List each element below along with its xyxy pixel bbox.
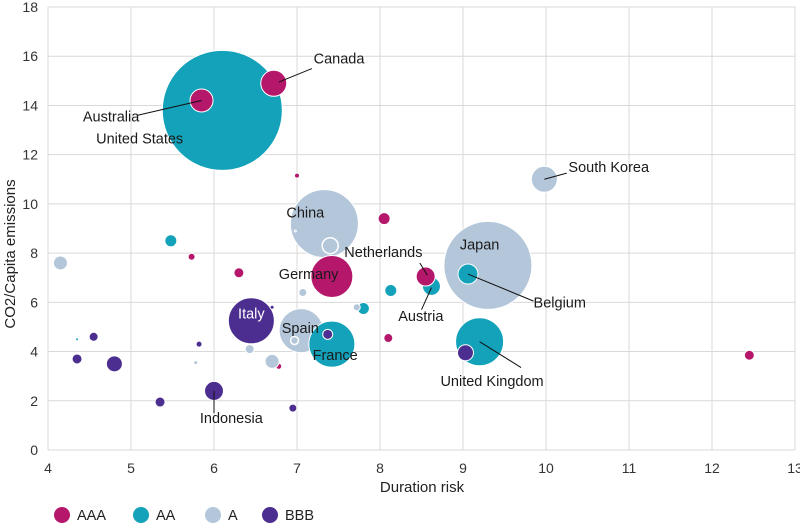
- bubble-bbb: [71, 353, 83, 365]
- bubble-label: Italy: [238, 306, 265, 322]
- bubble-aa: [308, 320, 356, 368]
- x-tick-label: 12: [704, 460, 720, 476]
- bubble-label: Japan: [460, 237, 500, 253]
- leader-line: [544, 172, 567, 180]
- y-tick-label: 4: [30, 344, 38, 360]
- y-tick-label: 18: [22, 0, 38, 15]
- legend-label: BBB: [285, 508, 314, 524]
- y-tick-labels: 0 2 4 6 8 10 12 14 16 18: [22, 0, 38, 458]
- bubble-labels: Canada Australia United States South Korea C…: [83, 52, 650, 427]
- bubble-label: Spain: [282, 321, 319, 337]
- bubble-bbb: [154, 396, 166, 408]
- legend-swatch-aa: [133, 507, 149, 523]
- bubble-a: [264, 353, 280, 369]
- bubble-label: Austria: [398, 309, 444, 325]
- bubble-bbb: [195, 340, 203, 348]
- bubble-aaa: [415, 266, 436, 287]
- y-tick-label: 14: [22, 97, 38, 113]
- bubble-label: Netherlands: [344, 245, 422, 261]
- legend-swatch-a: [205, 507, 221, 523]
- bubble-label: France: [313, 348, 358, 364]
- leader-line: [479, 341, 522, 368]
- legend-label: AA: [156, 508, 176, 524]
- bubble-a: [293, 229, 297, 233]
- bubble-aaa: [377, 212, 391, 226]
- bubble-aaa: [743, 349, 755, 361]
- bubble-label: United States: [96, 132, 183, 148]
- y-tick-label: 8: [30, 245, 38, 261]
- y-tick-label: 2: [30, 393, 38, 409]
- bubble-bbb: [227, 297, 275, 345]
- y-tick-label: 6: [30, 294, 38, 310]
- label-leader-lines: [137, 68, 567, 414]
- bubble-a: [193, 360, 199, 366]
- y-tick-label: 16: [22, 48, 38, 64]
- legend-swatch-bbb: [262, 507, 278, 523]
- bubble-aaa: [294, 172, 300, 179]
- leader-line: [421, 287, 432, 310]
- bubble-aaa: [187, 252, 196, 261]
- bubble-bbb: [105, 355, 123, 373]
- bubble-label: United Kingdom: [440, 374, 543, 390]
- bubble-aa: [384, 284, 398, 298]
- y-axis-title: CO2/Capita emissions: [2, 179, 19, 328]
- leader-line: [419, 262, 428, 276]
- x-tick-labels: 4 5 6 7 8 9 10 11 12 13: [44, 460, 800, 476]
- bubble-aaa: [233, 267, 245, 279]
- bubble-bbb: [288, 403, 298, 413]
- x-tick-label: 10: [538, 460, 554, 476]
- y-tick-label: 10: [22, 196, 38, 212]
- bubble-label: Canada: [314, 52, 366, 68]
- x-tick-label: 11: [622, 460, 637, 476]
- leader-line: [278, 68, 313, 83]
- bubble-a: [298, 287, 308, 297]
- bubble-label: Germany: [279, 267, 339, 283]
- grid-lines: [47, 6, 796, 451]
- bubble-aa: [75, 337, 80, 342]
- bubbles: [52, 49, 755, 413]
- bubble-aaa: [260, 69, 288, 97]
- x-tick-label: 7: [293, 460, 301, 476]
- x-axis-title: Duration risk: [380, 479, 465, 496]
- bubble-a: [289, 335, 300, 346]
- bubble-bbb: [456, 344, 474, 362]
- bubble-label: China: [286, 205, 325, 221]
- bubble-aaa: [383, 333, 394, 344]
- bubble-aa: [161, 49, 283, 171]
- x-tick-label: 5: [127, 460, 135, 476]
- bubble-label: Belgium: [534, 295, 586, 311]
- x-tick-label: 4: [44, 460, 52, 476]
- x-tick-label: 8: [376, 460, 384, 476]
- legend-label: AAA: [77, 508, 106, 524]
- legend-label: A: [228, 508, 238, 524]
- bubble-aaa: [321, 236, 339, 255]
- bubble-a: [352, 303, 361, 312]
- legend: AAA AA A BBB: [54, 507, 314, 524]
- y-tick-label: 0: [30, 442, 38, 458]
- x-tick-label: 13: [787, 460, 800, 476]
- bubble-bbb: [269, 304, 275, 310]
- bubble-a: [52, 255, 68, 271]
- bubble-label: Australia: [83, 109, 140, 125]
- bubble-bbb: [88, 331, 99, 342]
- bubble-a: [443, 220, 533, 310]
- bubble-aa: [164, 234, 178, 248]
- legend-swatch-aaa: [54, 507, 70, 523]
- bubble-label: South Korea: [568, 160, 650, 176]
- bubble-a: [244, 344, 255, 355]
- bubble-aaa: [310, 254, 354, 298]
- x-tick-label: 9: [459, 460, 467, 476]
- leader-line: [137, 100, 202, 116]
- x-tick-label: 6: [210, 460, 218, 476]
- bubble-bbb: [322, 328, 334, 340]
- bubble-label: Indonesia: [200, 411, 264, 427]
- y-tick-label: 12: [22, 147, 38, 163]
- leader-line: [467, 273, 534, 302]
